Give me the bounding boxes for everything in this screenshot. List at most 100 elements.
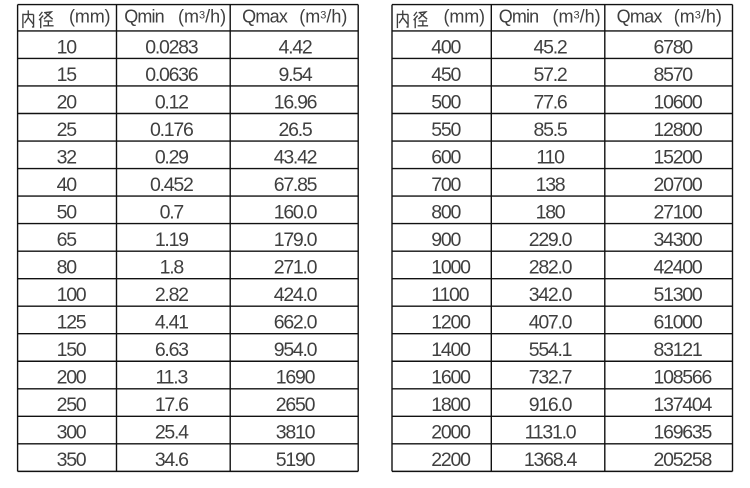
svg-text:61000: 61000 xyxy=(654,312,703,334)
svg-text:954.0: 954.0 xyxy=(274,339,318,361)
svg-text:51300: 51300 xyxy=(654,284,703,306)
svg-text:4.41: 4.41 xyxy=(155,312,188,334)
svg-text:179.0: 179.0 xyxy=(274,229,318,251)
svg-text:1600: 1600 xyxy=(431,367,471,389)
svg-text:(mm): (mm) xyxy=(444,7,485,27)
svg-text:250: 250 xyxy=(57,394,87,416)
svg-text:400: 400 xyxy=(431,36,461,58)
svg-text:2200: 2200 xyxy=(431,449,471,471)
svg-text:3810: 3810 xyxy=(276,422,316,444)
svg-text:5190: 5190 xyxy=(276,449,316,471)
svg-text:11.3: 11.3 xyxy=(156,367,188,389)
svg-text:1.19: 1.19 xyxy=(155,229,188,251)
svg-text:6780: 6780 xyxy=(654,36,694,58)
svg-text:160.0: 160.0 xyxy=(274,201,318,223)
svg-text:9.54: 9.54 xyxy=(279,64,313,86)
svg-text:205258: 205258 xyxy=(654,449,712,471)
svg-text:25.4: 25.4 xyxy=(155,422,189,444)
svg-text:732.7: 732.7 xyxy=(529,367,572,389)
svg-text:67.85: 67.85 xyxy=(274,174,318,196)
svg-text:0.29: 0.29 xyxy=(155,146,188,168)
svg-text:0.0283: 0.0283 xyxy=(145,36,198,58)
svg-text:1000: 1000 xyxy=(431,257,471,279)
svg-text:100: 100 xyxy=(57,284,87,306)
svg-text:2.82: 2.82 xyxy=(155,284,188,306)
svg-text:0.7: 0.7 xyxy=(160,201,184,223)
svg-text:342.0: 342.0 xyxy=(529,284,573,306)
svg-text:12800: 12800 xyxy=(654,119,703,141)
svg-text:50: 50 xyxy=(57,201,78,223)
svg-text:1.8: 1.8 xyxy=(160,257,184,279)
svg-text:0.0636: 0.0636 xyxy=(145,64,198,86)
svg-text:20700: 20700 xyxy=(654,174,703,196)
svg-text:350: 350 xyxy=(57,449,87,471)
svg-text:25: 25 xyxy=(57,119,78,141)
svg-text:57.2: 57.2 xyxy=(534,64,567,86)
svg-text:8570: 8570 xyxy=(654,64,694,86)
svg-text:(mm): (mm) xyxy=(69,7,110,27)
svg-text:34.6: 34.6 xyxy=(155,449,188,471)
svg-text:662.0: 662.0 xyxy=(274,312,318,334)
svg-text:Qmax: Qmax xyxy=(617,7,663,27)
svg-text:(m3/h): (m3/h) xyxy=(178,7,226,27)
svg-text:42400: 42400 xyxy=(654,257,703,279)
svg-text:0.452: 0.452 xyxy=(150,174,193,196)
svg-text:600: 600 xyxy=(431,146,461,168)
svg-text:554.1: 554.1 xyxy=(529,339,572,361)
svg-text:15200: 15200 xyxy=(654,146,703,168)
svg-text:45.2: 45.2 xyxy=(534,36,567,58)
svg-text:(m3/h): (m3/h) xyxy=(674,7,722,27)
svg-text:300: 300 xyxy=(57,422,87,444)
svg-text:4.42: 4.42 xyxy=(279,36,312,58)
svg-text:34300: 34300 xyxy=(654,229,703,251)
svg-text:0.176: 0.176 xyxy=(150,119,193,141)
svg-text:10: 10 xyxy=(57,36,78,58)
svg-text:Qmin: Qmin xyxy=(499,7,539,27)
svg-text:15: 15 xyxy=(57,64,78,86)
svg-text:1200: 1200 xyxy=(431,312,471,334)
svg-text:169635: 169635 xyxy=(654,422,713,444)
svg-text:138: 138 xyxy=(536,174,565,196)
svg-text:6.63: 6.63 xyxy=(155,339,188,361)
svg-text:65: 65 xyxy=(57,229,78,251)
svg-text:(m3/h): (m3/h) xyxy=(553,7,601,27)
svg-text:20: 20 xyxy=(57,91,78,113)
svg-text:271.0: 271.0 xyxy=(274,257,318,279)
svg-text:110: 110 xyxy=(536,146,565,168)
svg-text:16.96: 16.96 xyxy=(274,91,317,113)
svg-text:(m3/h): (m3/h) xyxy=(299,7,347,27)
svg-text:1690: 1690 xyxy=(276,367,316,389)
svg-text:10600: 10600 xyxy=(654,91,703,113)
svg-text:108566: 108566 xyxy=(654,367,712,389)
svg-text:200: 200 xyxy=(57,367,87,389)
svg-text:150: 150 xyxy=(57,339,87,361)
svg-text:550: 550 xyxy=(431,119,461,141)
svg-text:407.0: 407.0 xyxy=(529,312,573,334)
svg-text:500: 500 xyxy=(431,91,461,113)
svg-text:27100: 27100 xyxy=(654,201,703,223)
svg-text:Qmin: Qmin xyxy=(124,7,164,27)
svg-text:17.6: 17.6 xyxy=(155,394,188,416)
svg-text:450: 450 xyxy=(431,64,461,86)
svg-text:Qmax: Qmax xyxy=(242,7,288,27)
svg-text:180: 180 xyxy=(536,201,566,223)
svg-text:43.42: 43.42 xyxy=(274,146,317,168)
svg-text:1131.0: 1131.0 xyxy=(525,422,577,444)
svg-text:1368.4: 1368.4 xyxy=(524,449,578,471)
svg-text:700: 700 xyxy=(431,174,461,196)
svg-text:800: 800 xyxy=(431,201,461,223)
svg-text:32: 32 xyxy=(57,146,77,168)
svg-text:916.0: 916.0 xyxy=(529,394,573,416)
svg-text:0.12: 0.12 xyxy=(155,91,188,113)
svg-text:26.5: 26.5 xyxy=(279,119,313,141)
svg-text:77.6: 77.6 xyxy=(534,91,567,113)
svg-text:2000: 2000 xyxy=(431,422,471,444)
svg-text:2650: 2650 xyxy=(276,394,316,416)
svg-text:1400: 1400 xyxy=(431,339,471,361)
svg-text:229.0: 229.0 xyxy=(529,229,573,251)
svg-text:125: 125 xyxy=(57,312,87,334)
svg-text:83121: 83121 xyxy=(654,339,702,361)
svg-text:40: 40 xyxy=(57,174,78,196)
svg-text:85.5: 85.5 xyxy=(534,119,568,141)
svg-text:282.0: 282.0 xyxy=(529,257,573,279)
